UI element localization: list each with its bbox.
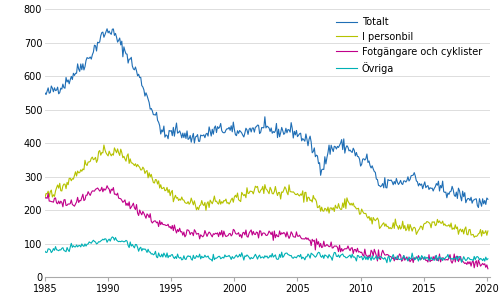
Line: I personbil: I personbil: [45, 145, 488, 237]
Totalt: [216, 127, 222, 130]
I personbil: [485, 229, 491, 233]
I personbil: [46, 195, 52, 199]
Övriga: [485, 257, 491, 261]
Fotgängare och cyklister: [369, 250, 375, 254]
I personbil: [471, 235, 477, 239]
Fotgängare och cyklister: [201, 233, 207, 237]
Fotgängare och cyklister: [46, 199, 52, 203]
Totalt: [369, 164, 375, 168]
I personbil: [369, 222, 375, 226]
Fotgängare och cyklister: [252, 232, 258, 236]
Totalt: [314, 154, 320, 158]
Övriga: [252, 254, 258, 258]
Övriga: [42, 249, 48, 253]
Legend: Totalt, I personbil, Fotgängare och cyklister, Övriga: Totalt, I personbil, Fotgängare och cykl…: [333, 14, 485, 76]
Övriga: [369, 254, 375, 257]
Fotgängare och cyklister: [485, 267, 491, 271]
Line: Fotgängare och cyklister: Fotgängare och cyklister: [45, 186, 488, 269]
Fotgängare och cyklister: [216, 235, 222, 238]
Övriga: [384, 261, 390, 265]
Totalt: [485, 197, 491, 201]
Fotgängare och cyklister: [42, 196, 48, 200]
Totalt: [476, 206, 482, 209]
Totalt: [42, 91, 48, 95]
Övriga: [314, 252, 320, 255]
Totalt: [252, 130, 258, 134]
I personbil: [252, 188, 258, 192]
I personbil: [101, 143, 107, 147]
I personbil: [201, 204, 207, 207]
I personbil: [314, 206, 320, 209]
Fotgängare och cyklister: [104, 184, 110, 188]
I personbil: [216, 202, 222, 206]
Line: Övriga: Övriga: [45, 237, 488, 263]
Övriga: [110, 235, 116, 239]
Övriga: [46, 247, 52, 251]
Fotgängare och cyklister: [314, 242, 320, 246]
Totalt: [201, 133, 207, 137]
Övriga: [216, 254, 222, 258]
I personbil: [42, 196, 48, 199]
Line: Totalt: Totalt: [45, 29, 488, 208]
Övriga: [201, 255, 207, 259]
Totalt: [104, 27, 110, 30]
Totalt: [46, 91, 52, 95]
